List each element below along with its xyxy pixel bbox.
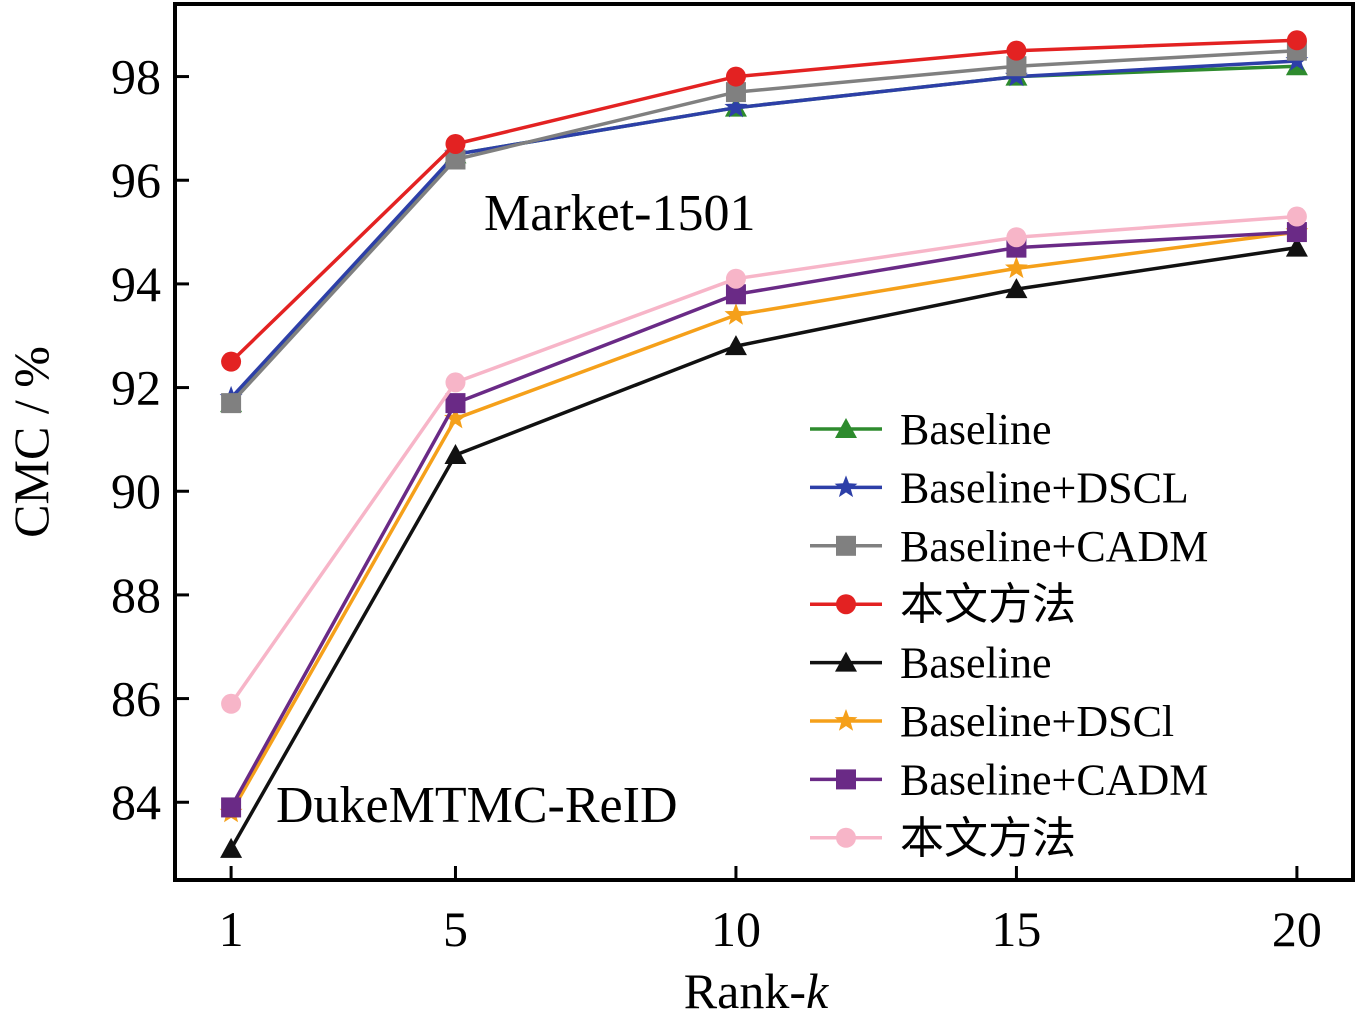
data-point-3-0 — [221, 351, 242, 372]
data-point-3-1 — [445, 133, 466, 154]
y-tick-label-3: 90 — [111, 463, 161, 519]
data-point-2-2 — [725, 82, 746, 103]
x-tick-label-4: 20 — [1272, 901, 1322, 957]
legend-marker-1 — [834, 475, 858, 498]
y-tick-label-7: 98 — [111, 49, 161, 105]
series-line-0 — [229, 64, 1297, 405]
data-point-7-2 — [725, 268, 746, 289]
data-point-3-4 — [1286, 30, 1307, 51]
legend-entry-6: Baseline+CADM — [810, 755, 1208, 804]
data-point-3-2 — [725, 66, 746, 87]
data-point-6-0 — [221, 797, 242, 818]
legend-label-0: Baseline — [900, 405, 1052, 454]
series-7 — [221, 206, 1307, 714]
legend-label-2: Baseline+CADM — [900, 522, 1208, 571]
legend-label-3: 本文方法 — [900, 580, 1076, 629]
x-tick-label-0: 1 — [219, 901, 244, 957]
legend-marker-7 — [836, 827, 856, 848]
legend-label-5: Baseline+DSCl — [900, 697, 1174, 746]
legend-entry-7: 本文方法 — [810, 814, 1076, 863]
x-tick-label-1: 5 — [443, 901, 468, 957]
legend-label-7: 本文方法 — [900, 814, 1076, 863]
legend-marker-0 — [835, 418, 857, 438]
x-axis-label-text: Rank- — [684, 963, 806, 1014]
legend-entry-5: Baseline+DSCl — [810, 697, 1174, 746]
annotation-dukemtmc-reid: DukeMTMC-ReID — [276, 777, 678, 834]
data-point-5-1 — [444, 406, 467, 429]
y-tick-label-5: 94 — [111, 256, 161, 312]
data-point-3-3 — [1006, 40, 1027, 61]
data-point-4-3 — [1005, 278, 1028, 299]
legend-entry-1: Baseline+DSCL — [810, 463, 1189, 512]
plot-frame — [173, 2, 1355, 882]
legend-entry-0: Baseline — [810, 405, 1052, 454]
legend-entry-4: Baseline — [810, 639, 1052, 688]
data-point-1-2 — [724, 95, 748, 118]
data-point-2-1 — [445, 149, 466, 170]
series-layer — [219, 30, 1309, 858]
legend-marker-6 — [836, 769, 856, 790]
data-point-4-2 — [724, 335, 747, 356]
legend-label-4: Baseline — [900, 639, 1052, 688]
data-point-7-3 — [1006, 227, 1027, 248]
y-axis-label: CMC / % — [3, 346, 59, 538]
data-point-6-1 — [445, 393, 466, 414]
data-point-7-0 — [221, 693, 242, 714]
series-6 — [221, 222, 1307, 818]
data-point-5-2 — [724, 303, 748, 325]
y-tick-label-2: 88 — [111, 567, 161, 623]
data-point-7-4 — [1286, 206, 1307, 227]
legend-marker-3 — [836, 594, 856, 615]
data-point-7-1 — [445, 372, 466, 393]
series-4 — [220, 236, 1308, 858]
data-point-2-0 — [221, 393, 242, 414]
legend-entry-3: 本文方法 — [810, 580, 1076, 629]
legend-marker-4 — [835, 651, 857, 672]
series-2 — [221, 40, 1307, 414]
legend-entry-2: Baseline+CADM — [810, 522, 1208, 571]
y-tick-label-0: 84 — [111, 774, 161, 830]
data-point-4-1 — [444, 443, 467, 464]
y-tick-label-1: 86 — [111, 671, 161, 727]
legend-marker-2 — [836, 535, 856, 556]
legend-label-6: Baseline+CADM — [900, 755, 1208, 804]
data-point-6-2 — [725, 284, 746, 305]
data-point-5-3 — [1005, 256, 1028, 279]
y-tick-label-4: 92 — [111, 360, 161, 416]
y-tick-label-6: 96 — [111, 152, 161, 208]
legend-label-1: Baseline+DSCL — [900, 463, 1189, 512]
data-point-4-0 — [220, 837, 243, 858]
data-point-6-4 — [1286, 222, 1307, 243]
x-axis-label: Rank-k — [684, 963, 829, 1014]
x-tick-label-2: 10 — [711, 901, 761, 957]
annotation-market-1501: Market-1501 — [484, 185, 755, 242]
data-point-4-4 — [1285, 236, 1308, 257]
legend-marker-5 — [834, 709, 858, 731]
x-axis-label-italic: k — [806, 963, 829, 1014]
x-tick-label-3: 15 — [991, 901, 1041, 957]
legend: Baseline Baseline+DSCL Baseline+CADM 本文方法 Ba… — [810, 405, 1208, 863]
series-3 — [221, 30, 1307, 372]
data-point-2-3 — [1006, 56, 1027, 77]
